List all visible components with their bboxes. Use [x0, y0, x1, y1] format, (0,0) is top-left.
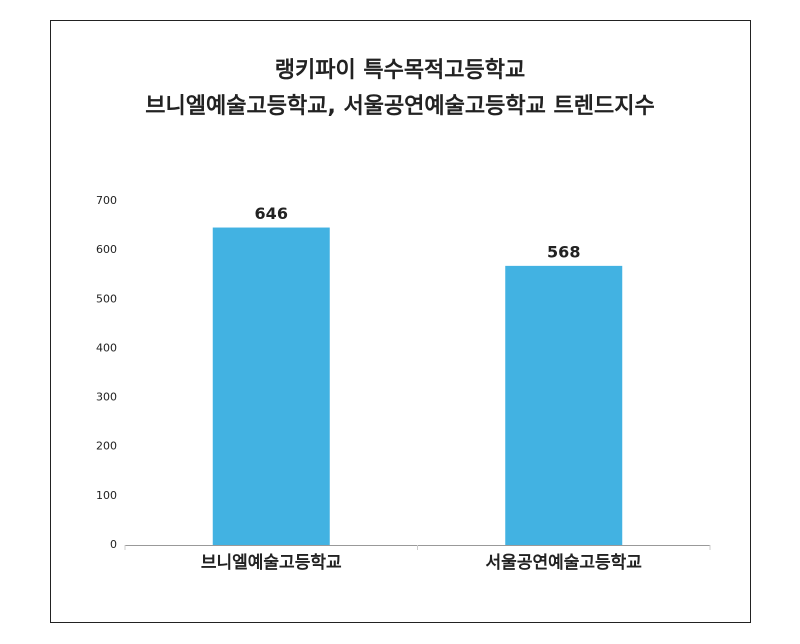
y-tick-label: 0	[110, 538, 117, 551]
x-tick-label: 서울공연예술고등학교	[486, 553, 643, 573]
y-tick-label: 200	[96, 440, 117, 453]
y-tick-label: 500	[96, 292, 117, 305]
value-label: 646	[255, 204, 288, 223]
frame	[50, 20, 751, 623]
bar	[212, 227, 330, 545]
y-tick-label: 100	[96, 489, 117, 502]
y-tick-label: 300	[96, 391, 117, 404]
chart-title: 브니엘예술고등학교, 서울공연예술고등학교 트렌드지수	[145, 94, 654, 119]
value-label: 568	[547, 242, 580, 261]
chart-title: 랭키파이 특수목적고등학교	[275, 58, 526, 83]
y-tick-label: 700	[96, 194, 117, 207]
y-tick-label: 600	[96, 243, 117, 256]
y-tick-label: 400	[96, 341, 117, 354]
bar	[505, 265, 623, 545]
x-tick-label: 브니엘예술고등학교	[201, 553, 342, 573]
